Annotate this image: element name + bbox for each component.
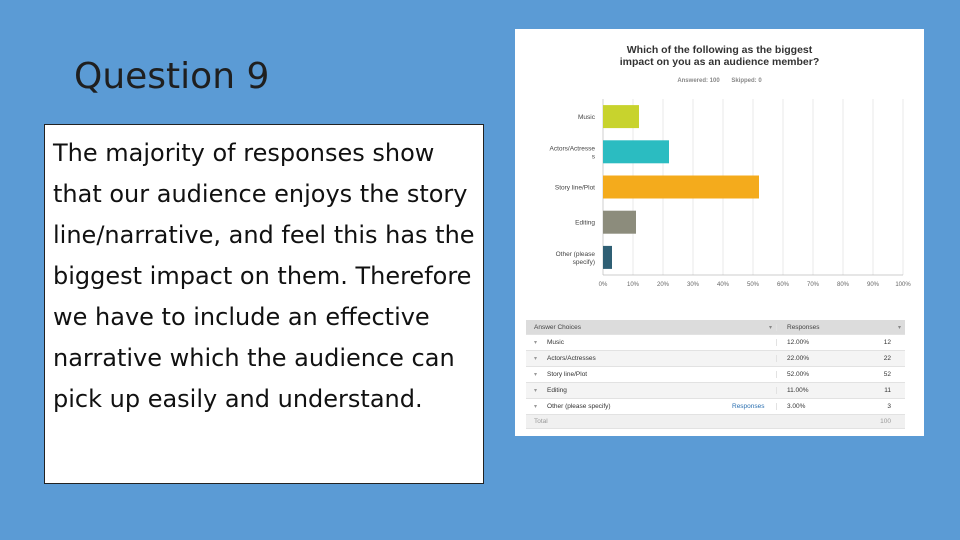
x-tick-label: 50%	[747, 282, 760, 288]
sort-caret-icon[interactable]: ▾	[897, 324, 901, 331]
bar-music[interactable]	[603, 105, 639, 129]
answered-count: Answered: 100	[677, 78, 720, 84]
category-label: Other (please	[556, 251, 596, 258]
response-percent: 52.00%	[776, 371, 861, 378]
expand-arrow-icon[interactable]: ▾	[534, 388, 538, 394]
response-count: 11	[884, 387, 891, 394]
table-footer: Total 100	[526, 415, 905, 429]
response-counts: Answered: 100 Skipped: 0	[515, 78, 924, 84]
responses-link[interactable]: Responses	[732, 403, 765, 410]
x-tick-label: 0%	[599, 282, 608, 288]
response-percent: 22.00%	[776, 355, 861, 362]
x-tick-label: 60%	[777, 282, 790, 288]
x-tick-label: 70%	[807, 282, 820, 288]
slide-title: Question 9	[74, 56, 270, 97]
expand-arrow-icon[interactable]: ▾	[534, 340, 538, 346]
bar-editing[interactable]	[603, 210, 636, 234]
skipped-count: Skipped: 0	[731, 78, 762, 84]
chart-title-line-1: Which of the following as the biggest	[626, 44, 813, 56]
table-row: ▾ Editing 11.00% 11	[526, 383, 905, 399]
header-answer-choices[interactable]: Answer Choices	[534, 323, 581, 331]
x-tick-label: 20%	[657, 282, 670, 288]
category-label: specify)	[573, 259, 595, 266]
answer-choice-label: Actors/Actresses	[547, 355, 596, 362]
response-percent: 12.00%	[776, 339, 861, 346]
bar-chart: 0% 10% 20% 30% 40% 50% 60% 70% 80% 90% 100% Music Ac…	[549, 99, 911, 288]
x-tick-label: 30%	[687, 282, 700, 288]
category-label: Music	[578, 114, 596, 121]
x-tick-label: 80%	[837, 282, 850, 288]
response-percent: 11.00%	[776, 387, 861, 394]
body-text-box: The majority of responses show that our …	[44, 124, 484, 484]
x-tick-label: 10%	[627, 282, 640, 288]
response-count: 12	[883, 339, 891, 346]
expand-arrow-icon[interactable]: ▾	[534, 356, 538, 362]
bar-actors-actresses[interactable]	[603, 140, 669, 164]
category-label: Story line/Plot	[555, 185, 595, 192]
survey-result-panel: Which of the following as the biggest im…	[515, 29, 924, 436]
header-responses[interactable]: Responses	[787, 323, 820, 331]
answer-choice-label: Other (please specify)	[547, 403, 611, 410]
table-row: ▾ Other (please specify) Responses 3.00% 3	[526, 399, 905, 415]
response-count: 3	[887, 403, 891, 410]
category-label: Actors/Actresse	[549, 145, 595, 152]
table-rows: ▾ Music 12.00% 12 ▾ Actors/Actresses 22.00% 22 ▾…	[526, 335, 905, 415]
response-count: 22	[883, 355, 891, 362]
answer-choice-label: Editing	[547, 387, 567, 394]
answer-choice-label: Story line/Plot	[547, 371, 588, 378]
x-tick-label: 90%	[867, 282, 880, 288]
footer-total-value: 100	[880, 418, 891, 425]
bar-other-please-specify[interactable]	[603, 245, 612, 269]
body-text: The majority of responses show that our …	[53, 139, 475, 413]
response-count: 52	[883, 371, 891, 378]
table-row: ▾ Story line/Plot 52.00% 52	[526, 367, 905, 383]
sort-caret-icon[interactable]: ▾	[768, 324, 772, 331]
table-row: ▾ Actors/Actresses 22.00% 22	[526, 351, 905, 367]
chart-title: Which of the following as the biggest im…	[515, 44, 924, 68]
table-header: Answer Choices ▾ Responses ▾	[526, 320, 905, 335]
footer-total-label: Total	[534, 418, 548, 425]
answer-choice-label: Music	[547, 339, 564, 346]
results-table: Answer Choices ▾ Responses ▾ ▾ Music 12.00…	[526, 320, 905, 429]
chart-title-line-2: impact on you as an audience member?	[619, 56, 820, 68]
response-percent: 3.00%	[776, 403, 861, 410]
x-tick-label: 40%	[717, 282, 730, 288]
table-row: ▾ Music 12.00% 12	[526, 335, 905, 351]
category-label: s	[592, 153, 596, 160]
bar-story-line-plot[interactable]	[603, 175, 759, 199]
expand-arrow-icon[interactable]: ▾	[534, 372, 538, 378]
category-label: Editing	[575, 220, 595, 227]
x-tick-label: 100%	[895, 282, 911, 288]
expand-arrow-icon[interactable]: ▾	[534, 404, 538, 410]
